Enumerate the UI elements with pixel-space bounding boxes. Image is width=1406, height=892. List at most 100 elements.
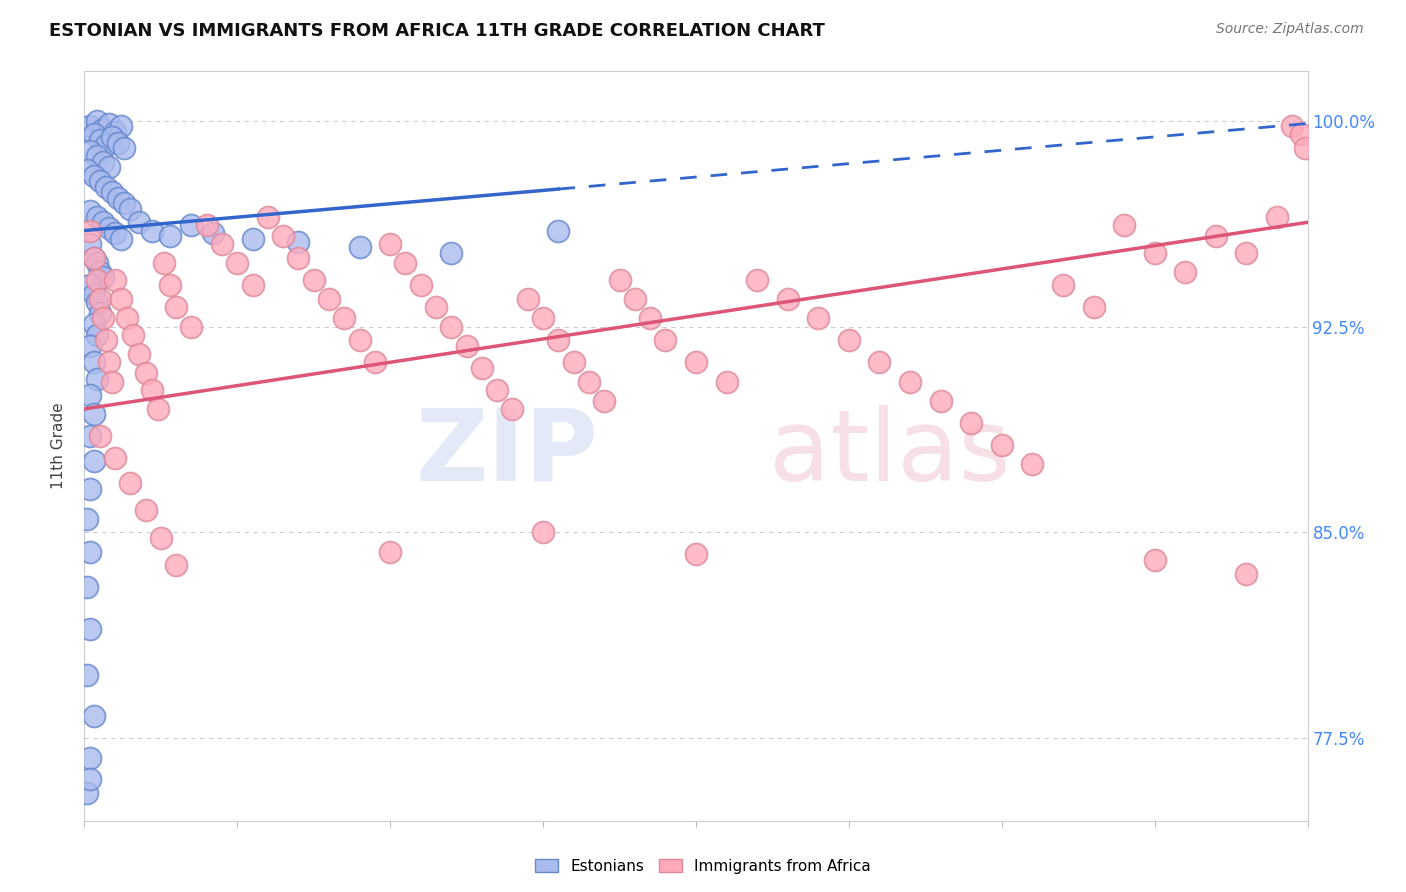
Point — [86, 210, 108, 224]
Point — [141, 383, 163, 397]
Point — [115, 311, 138, 326]
Point — [76, 512, 98, 526]
Point — [242, 278, 264, 293]
Point — [83, 454, 105, 468]
Point — [165, 301, 187, 315]
Point — [86, 273, 108, 287]
Point — [104, 451, 127, 466]
Point — [838, 334, 860, 348]
Point — [471, 360, 494, 375]
Point — [86, 256, 108, 270]
Y-axis label: 11th Grade: 11th Grade — [51, 402, 66, 490]
Point — [79, 622, 101, 636]
Point — [502, 401, 524, 416]
Point — [960, 416, 983, 430]
Point — [516, 292, 538, 306]
Point — [76, 580, 98, 594]
Point — [141, 223, 163, 237]
Point — [104, 273, 127, 287]
Point — [349, 240, 371, 254]
Point — [149, 531, 172, 545]
Point — [83, 408, 105, 422]
Point — [97, 161, 120, 175]
Point — [146, 401, 169, 416]
Point — [562, 355, 585, 369]
Point — [91, 311, 114, 326]
Point — [685, 548, 707, 562]
Point — [409, 278, 432, 293]
Point — [91, 215, 114, 229]
Point — [380, 544, 402, 558]
Point — [122, 327, 145, 342]
Point — [79, 388, 101, 402]
Point — [929, 393, 952, 408]
Point — [1021, 457, 1043, 471]
Point — [86, 327, 108, 342]
Point — [201, 227, 224, 241]
Point — [593, 393, 616, 408]
Point — [776, 292, 799, 306]
Point — [211, 237, 233, 252]
Point — [159, 278, 181, 293]
Point — [107, 136, 129, 150]
Point — [107, 191, 129, 205]
Point — [86, 149, 108, 163]
Point — [135, 366, 157, 380]
Point — [226, 256, 249, 270]
Point — [180, 319, 202, 334]
Point — [1205, 229, 1227, 244]
Point — [578, 375, 600, 389]
Point — [1083, 301, 1105, 315]
Point — [76, 668, 98, 682]
Point — [1174, 265, 1197, 279]
Point — [91, 155, 114, 169]
Point — [531, 525, 554, 540]
Point — [76, 163, 98, 178]
Point — [624, 292, 647, 306]
Point — [1265, 210, 1288, 224]
Point — [83, 317, 105, 331]
Point — [86, 372, 108, 386]
Point — [97, 220, 120, 235]
Point — [135, 503, 157, 517]
Point — [440, 319, 463, 334]
Point — [101, 130, 124, 145]
Point — [89, 292, 111, 306]
Point — [120, 476, 142, 491]
Point — [86, 113, 108, 128]
Point — [1114, 218, 1136, 232]
Point — [97, 355, 120, 369]
Point — [318, 292, 340, 306]
Point — [89, 174, 111, 188]
Bar — [1378, 170, 1406, 214]
Text: ESTONIAN VS IMMIGRANTS FROM AFRICA 11TH GRADE CORRELATION CHART: ESTONIAN VS IMMIGRANTS FROM AFRICA 11TH … — [49, 22, 825, 40]
Point — [716, 375, 738, 389]
Point — [101, 375, 124, 389]
Point — [79, 223, 101, 237]
Point — [83, 286, 105, 301]
Point — [991, 437, 1014, 451]
Point — [110, 292, 132, 306]
Point — [394, 256, 416, 270]
Point — [83, 251, 105, 265]
Point — [287, 251, 309, 265]
Point — [79, 120, 101, 134]
Point — [110, 120, 132, 134]
Point — [79, 237, 101, 252]
Point — [180, 218, 202, 232]
Point — [654, 334, 676, 348]
Point — [120, 202, 142, 216]
Point — [83, 169, 105, 183]
Bar — [1378, 110, 1406, 153]
Point — [271, 229, 294, 244]
Point — [159, 229, 181, 244]
Point — [83, 128, 105, 142]
Text: Source: ZipAtlas.com: Source: ZipAtlas.com — [1216, 22, 1364, 37]
Point — [79, 144, 101, 158]
Point — [97, 116, 120, 130]
Point — [128, 347, 150, 361]
Point — [79, 750, 101, 764]
Point — [456, 339, 478, 353]
Point — [287, 235, 309, 249]
Point — [104, 125, 127, 139]
